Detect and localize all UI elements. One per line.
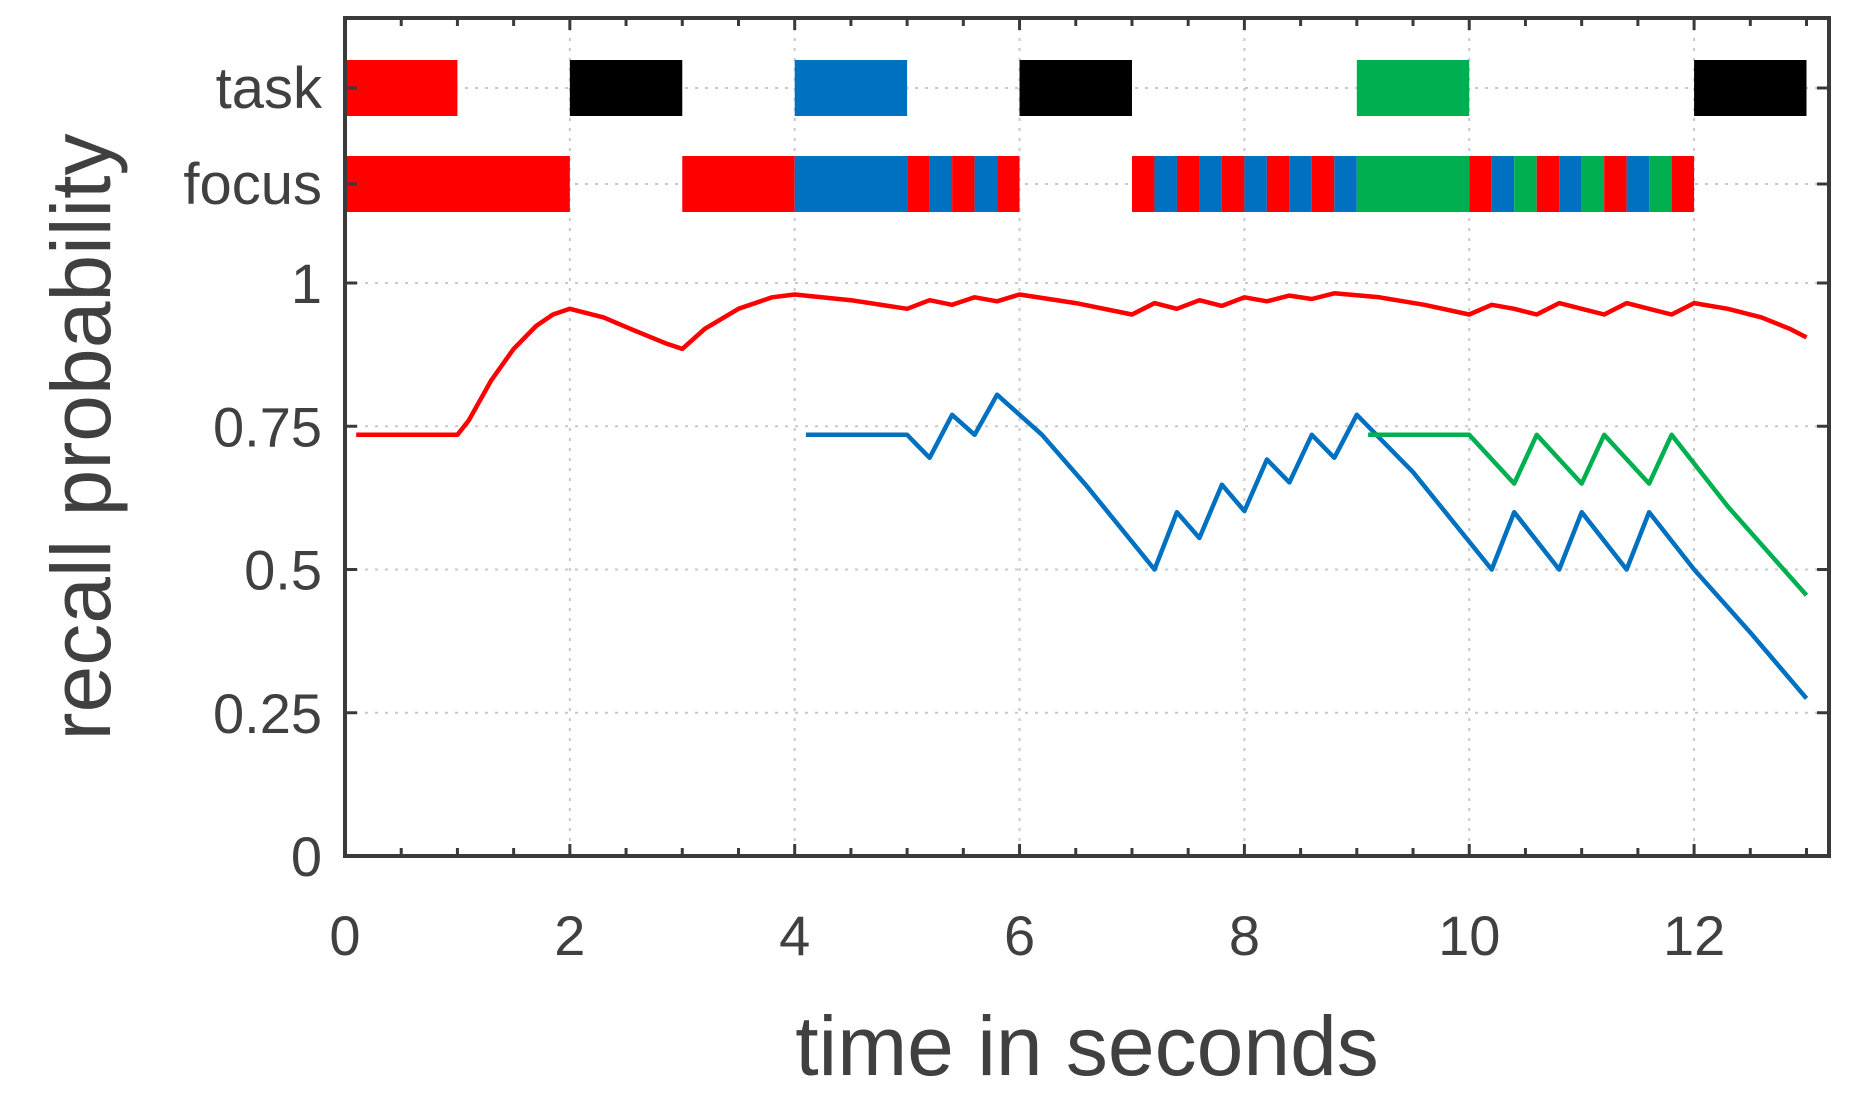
series-line-1 [356, 291, 1808, 438]
focus-segment [1559, 156, 1582, 212]
x-tick-label: 4 [779, 904, 810, 967]
series-line-2 [805, 392, 1809, 700]
x-tick-labels: 0 2 4 6 8 10 12 [329, 904, 1725, 967]
focus-segment [1649, 156, 1672, 212]
focus-segment [1356, 156, 1470, 212]
focus-segment [1289, 156, 1312, 212]
series-line-3 [1368, 432, 1809, 597]
focus-segment [1604, 156, 1627, 212]
task-segment [1356, 60, 1470, 116]
focus-segment [1514, 156, 1537, 212]
focus-segment [1199, 156, 1222, 212]
focus-segment [1469, 156, 1492, 212]
focus-segment [794, 156, 908, 212]
y-tick-label: 1 [291, 252, 322, 315]
plot-frame [343, 16, 1831, 858]
task-focus-rows [345, 60, 1807, 212]
focus-segment [974, 156, 998, 212]
task-segment [1694, 60, 1807, 116]
x-tick-label: 6 [1004, 904, 1035, 967]
y-tick-label: 0 [291, 825, 322, 888]
task-segment [1019, 60, 1132, 116]
focus-segment [997, 156, 1020, 212]
focus-segment [1131, 156, 1155, 212]
x-axis-label: time in seconds [795, 999, 1379, 1093]
row-labels: task focus [183, 56, 323, 217]
y-tick-label: 0.25 [213, 682, 322, 745]
y-tick-label: 0.5 [244, 539, 322, 602]
task-segment [569, 60, 683, 116]
task-segment [794, 60, 908, 116]
focus-segment [1626, 156, 1650, 212]
x-tick-label: 0 [329, 904, 360, 967]
focus-segment [1536, 156, 1560, 212]
focus-segment [345, 156, 570, 212]
focus-row-label: focus [183, 152, 322, 217]
y-axis-label: recall probability [34, 134, 128, 741]
focus-segment [907, 156, 930, 212]
focus-segment [1266, 156, 1290, 212]
focus-segment [929, 156, 953, 212]
recall-series [356, 291, 1809, 700]
focus-segment [1221, 156, 1245, 212]
x-tick-label: 8 [1229, 904, 1260, 967]
x-tick-label: 10 [1438, 904, 1500, 967]
focus-segment [1581, 156, 1605, 212]
focus-segment [1154, 156, 1177, 212]
focus-segment [1671, 156, 1695, 212]
axis-ticks [343, 18, 1829, 858]
focus-segment [682, 156, 795, 212]
focus-segment [1176, 156, 1200, 212]
y-tick-label: 0.75 [213, 395, 322, 458]
task-segment [345, 60, 458, 116]
focus-segment [1491, 156, 1515, 212]
task-row-label: task [216, 56, 323, 121]
focus-segment [1311, 156, 1335, 212]
focus-segment [952, 156, 975, 212]
x-tick-label: 12 [1663, 904, 1725, 967]
x-tick-label: 2 [554, 904, 585, 967]
focus-segment [1244, 156, 1267, 212]
focus-segment [1334, 156, 1357, 212]
y-tick-labels: 0 0.25 0.5 0.75 1 [213, 252, 322, 888]
